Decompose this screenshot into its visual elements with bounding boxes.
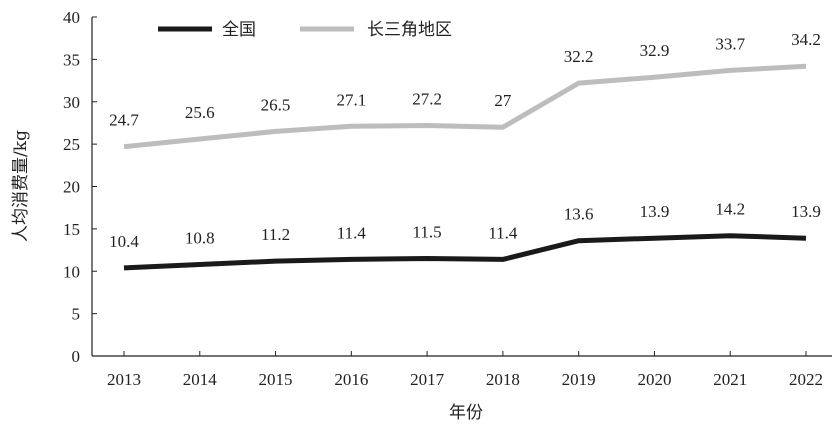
data-label: 27 [494,91,512,110]
y-axis-title: 人均消费量/kg [11,130,31,242]
data-label: 10.4 [109,232,139,251]
data-label: 11.4 [337,223,367,242]
x-tick-label: 2019 [562,370,596,389]
data-label: 11.4 [488,223,518,242]
data-label: 14.2 [715,200,745,219]
data-label: 13.9 [640,202,670,221]
x-tick-label: 2014 [183,370,218,389]
x-axis-ticks: 2013 2014 2015 2016 2017 2018 2019 2020 2021 2022 [107,351,823,389]
x-axis-title: 年份 [449,403,483,423]
data-label: 11.5 [413,223,442,242]
data-label: 27.2 [412,89,442,108]
x-tick-label: 2020 [637,370,671,389]
data-label: 25.6 [185,103,215,122]
legend-label-1: 长三角地区 [367,20,452,40]
y-tick-label: 30 [63,93,80,112]
y-tick-label: 5 [72,305,81,324]
x-tick-label: 2017 [410,370,445,389]
y-tick-label: 0 [72,347,81,366]
x-tick-label: 2013 [107,370,141,389]
series-line-1 [123,63,807,150]
x-tick-label: 2022 [789,370,823,389]
data-label: 13.9 [791,202,821,221]
x-tick-label: 2021 [713,370,747,389]
y-tick-label: 15 [63,220,80,239]
y-tick-label: 10 [63,262,80,281]
y-axis-ticks: 0 5 10 15 20 25 30 35 40 [63,8,97,366]
data-label: 27.1 [336,90,366,109]
x-tick-label: 2016 [334,370,368,389]
data-label: 32.9 [640,41,670,60]
legend-label-0: 全国 [222,20,256,40]
legend: 全国 长三角地区 [158,20,452,40]
data-label: 32.2 [564,47,594,66]
y-tick-label: 25 [63,135,80,154]
y-tick-label: 35 [63,50,80,69]
axes [91,17,832,357]
data-labels: 10.4 10.8 11.2 11.4 11.5 11.4 13.6 13.9 14.2 13.9… [109,30,821,251]
data-label: 34.2 [791,30,821,49]
y-tick-label: 40 [63,8,80,27]
data-label: 33.7 [715,34,745,53]
y-tick-label: 20 [63,178,80,197]
x-tick-label: 2018 [486,370,520,389]
x-tick-label: 2015 [259,370,293,389]
data-label: 11.2 [261,225,290,244]
data-label: 13.6 [564,205,594,224]
data-label: 26.5 [261,95,291,114]
data-label: 24.7 [109,111,139,130]
data-label: 10.8 [185,228,215,247]
series-line-0 [123,233,807,271]
series-lines [123,63,807,271]
